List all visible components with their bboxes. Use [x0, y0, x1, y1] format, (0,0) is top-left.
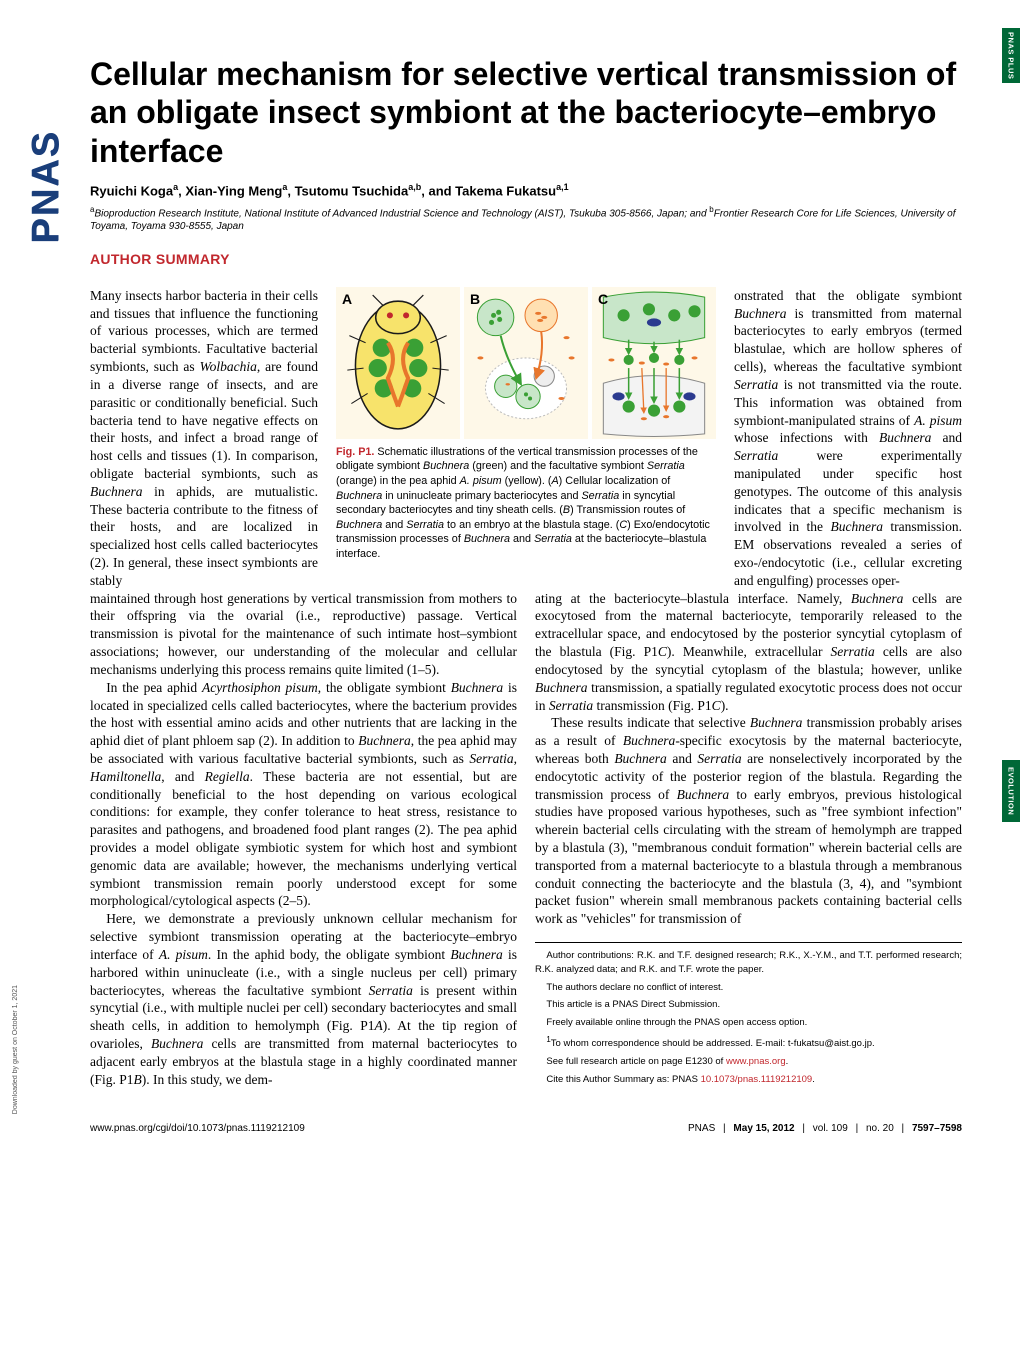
- article-title: Cellular mechanism for selective vertica…: [90, 55, 962, 170]
- footnote-corresp: 1To whom correspondence should be addres…: [535, 1034, 962, 1051]
- col2-p2: These results indicate that selective Bu…: [535, 714, 962, 928]
- footnote-direct: This article is a PNAS Direct Submission…: [535, 998, 962, 1012]
- figure-panels: A: [336, 287, 716, 439]
- footnote-cite: Cite this Author Summary as: PNAS 10.107…: [535, 1073, 962, 1087]
- footer-left: www.pnas.org/cgi/doi/10.1073/pnas.111921…: [90, 1123, 305, 1134]
- wrap-left-text: Many insects harbor bacteria in their ce…: [90, 287, 318, 590]
- footnote-conflict: The authors declare no conflict of inter…: [535, 981, 962, 995]
- affiliations: aBioproduction Research Institute, Natio…: [90, 205, 962, 233]
- footnote-openaccess: Freely available online through the PNAS…: [535, 1016, 962, 1030]
- figure-block: A: [332, 287, 720, 590]
- footnote-contrib: Author contributions: R.K. and T.F. desi…: [535, 949, 962, 977]
- figure-panel-b: B: [464, 287, 588, 439]
- col1-p2: In the pea aphid Acyrthosiphon pisum, th…: [90, 679, 517, 911]
- footnotes-block: Author contributions: R.K. and T.F. desi…: [535, 942, 962, 1086]
- figure-caption: Fig. P1. Schematic illustrations of the …: [336, 445, 716, 562]
- figure-panel-a: A: [336, 287, 460, 439]
- col1-p3: Here, we demonstrate a previously unknow…: [90, 910, 517, 1088]
- page-footer: www.pnas.org/cgi/doi/10.1073/pnas.111921…: [90, 1117, 962, 1134]
- col2-p1: ating at the bacteriocyte–blastula inter…: [535, 590, 962, 715]
- wrap-container: Many insects harbor bacteria in their ce…: [90, 287, 962, 590]
- body-columns: maintained through host generations by v…: [90, 590, 962, 1090]
- authors-line: Ryuichi Kogaa, Xian-Ying Menga, Tsutomu …: [90, 182, 962, 198]
- footnote-fullarticle: See full research article on page E1230 …: [535, 1055, 962, 1069]
- col1-p1: maintained through host generations by v…: [90, 590, 517, 679]
- figure-panel-c: C: [592, 287, 716, 439]
- author-summary-heading: AUTHOR SUMMARY: [90, 251, 962, 267]
- wrap-right-text: onstrated that the obligate symbiont Buc…: [734, 287, 962, 590]
- footer-right: PNAS | May 15, 2012 | vol. 109 | no. 20 …: [688, 1123, 962, 1134]
